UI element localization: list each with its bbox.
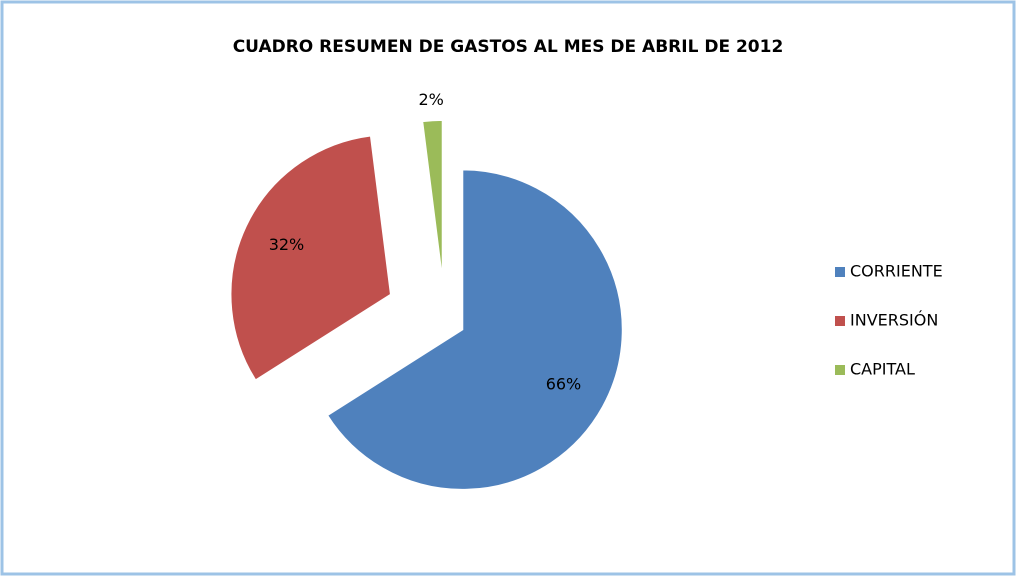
pie-slice (421, 119, 444, 281)
pie-slice (229, 134, 392, 382)
pie-slice (326, 168, 624, 491)
legend-swatch (835, 316, 845, 326)
data-label: 66% (546, 375, 582, 394)
data-label: 2% (418, 90, 443, 109)
data-label: 32% (269, 235, 305, 254)
chart-title: CUADRO RESUMEN DE GASTOS AL MES DE ABRIL… (233, 37, 784, 57)
legend-swatch (835, 267, 845, 277)
legend-label: CORRIENTE (850, 262, 943, 281)
legend-swatch (835, 365, 845, 375)
legend-label: CAPITAL (850, 360, 915, 379)
legend-label: INVERSIÓN (850, 311, 938, 330)
